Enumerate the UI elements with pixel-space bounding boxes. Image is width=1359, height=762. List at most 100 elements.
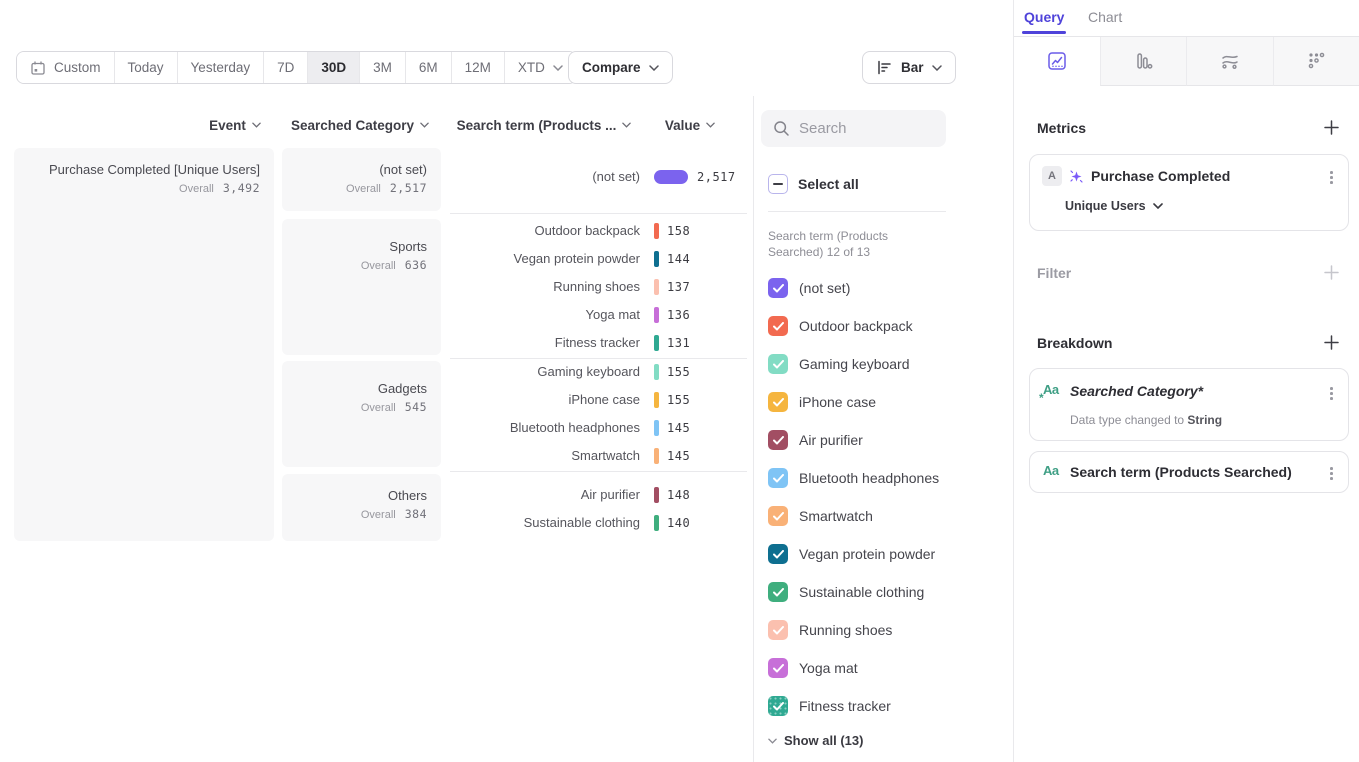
search-term-label: Sustainable clothing xyxy=(450,514,640,532)
date-today-button[interactable]: Today xyxy=(115,52,178,83)
metric-card[interactable]: A Purchase Completed Unique Users xyxy=(1029,154,1349,231)
date-yesterday-button[interactable]: Yesterday xyxy=(178,52,265,83)
legend-item[interactable]: Fitness tracker xyxy=(768,696,891,716)
column-header-category[interactable]: Searched Category xyxy=(285,117,435,133)
column-header-search-term[interactable]: Search term (Products ... xyxy=(448,117,640,133)
legend-checkbox[interactable] xyxy=(768,582,788,602)
search-term-label: Air purifier xyxy=(450,486,640,504)
value-bar[interactable] xyxy=(654,251,659,267)
tab-funnels[interactable] xyxy=(1100,37,1187,86)
search-term-label: Gaming keyboard xyxy=(450,363,640,381)
value-bar[interactable] xyxy=(654,448,659,464)
date-preset-label: Custom xyxy=(54,60,101,75)
legend-item[interactable]: Yoga mat xyxy=(768,658,858,678)
overall-label: Overall xyxy=(361,402,396,414)
legend-item[interactable]: iPhone case xyxy=(768,392,876,412)
value-bar[interactable] xyxy=(654,487,659,503)
value-bar[interactable] xyxy=(654,223,659,239)
value-text: 155 xyxy=(667,391,690,409)
plus-icon xyxy=(1323,264,1340,281)
legend-item[interactable]: Smartwatch xyxy=(768,506,873,526)
filter-heading: Filter xyxy=(1037,265,1071,281)
category-name: Sports xyxy=(296,239,427,254)
compare-button[interactable]: Compare xyxy=(568,51,673,84)
value-bar[interactable] xyxy=(654,279,659,295)
check-icon xyxy=(773,626,784,635)
legend-item[interactable]: Running shoes xyxy=(768,620,892,640)
add-breakdown-button[interactable] xyxy=(1323,334,1340,351)
legend-checkbox[interactable] xyxy=(768,506,788,526)
legend-checkbox[interactable] xyxy=(768,316,788,336)
chart-row: Sustainable clothing 140 xyxy=(450,514,750,532)
legend-checkbox[interactable] xyxy=(768,468,788,488)
show-all-button[interactable]: Show all (13) xyxy=(768,733,863,748)
overall-value: 636 xyxy=(405,258,427,272)
tab-insights[interactable] xyxy=(1014,37,1100,86)
category-cell[interactable]: (not set) Overall2,517 xyxy=(282,148,441,211)
value-bar[interactable] xyxy=(654,335,659,351)
add-filter-button[interactable] xyxy=(1323,264,1340,281)
date-xtd-button[interactable]: XTD xyxy=(505,52,576,83)
date-7d-button[interactable]: 7D xyxy=(264,52,308,83)
legend-checkbox[interactable] xyxy=(768,544,788,564)
breakdown-property-name: Searched Category* xyxy=(1070,383,1203,399)
value-bar[interactable] xyxy=(654,170,688,184)
chart-type-button[interactable]: Bar xyxy=(862,51,956,84)
value-bar[interactable] xyxy=(654,515,659,531)
value-bar[interactable] xyxy=(654,420,659,436)
legend-checkbox[interactable] xyxy=(768,620,788,640)
legend-checkbox[interactable] xyxy=(768,354,788,374)
check-icon xyxy=(773,322,784,331)
category-cell[interactable]: Sports Overall636 xyxy=(282,219,441,355)
column-header-value[interactable]: Value xyxy=(650,117,730,133)
date-preset-label: 7D xyxy=(277,60,294,75)
value-bar[interactable] xyxy=(654,307,659,323)
legend-checkbox[interactable] xyxy=(768,392,788,412)
breakdown-card[interactable]: Aa * Searched Category* Data type change… xyxy=(1029,368,1349,441)
metric-menu-button[interactable] xyxy=(1327,168,1336,187)
breakdown-menu-button[interactable] xyxy=(1327,464,1336,483)
legend-item[interactable]: Outdoor backpack xyxy=(768,316,913,336)
legend-item[interactable]: Gaming keyboard xyxy=(768,354,910,374)
legend-item[interactable]: Air purifier xyxy=(768,430,863,450)
value-text: 137 xyxy=(667,278,690,296)
search-term-label: Running shoes xyxy=(450,278,640,296)
legend-label: iPhone case xyxy=(799,394,876,410)
value-bar[interactable] xyxy=(654,364,659,380)
legend-search[interactable] xyxy=(761,110,946,147)
date-custom-button[interactable]: Custom xyxy=(17,52,115,83)
add-metric-button[interactable] xyxy=(1323,119,1340,136)
legend-item[interactable]: Sustainable clothing xyxy=(768,582,924,602)
category-cell[interactable]: Gadgets Overall545 xyxy=(282,361,441,467)
value-bar[interactable] xyxy=(654,392,659,408)
legend-checkbox[interactable] xyxy=(768,430,788,450)
chevron-down-icon xyxy=(622,122,631,128)
legend-item[interactable]: Vegan protein powder xyxy=(768,544,935,564)
legend-label: Sustainable clothing xyxy=(799,584,924,600)
select-all-row[interactable]: Select all xyxy=(768,174,859,194)
date-30d-button[interactable]: 30D xyxy=(308,52,360,83)
tab-flows[interactable] xyxy=(1186,37,1273,86)
legend-checkbox[interactable] xyxy=(768,696,788,716)
event-cell[interactable]: Purchase Completed [Unique Users] Overal… xyxy=(14,148,274,541)
chart-row: Smartwatch 145 xyxy=(450,447,750,465)
breakdown-card[interactable]: Aa Search term (Products Searched) xyxy=(1029,451,1349,493)
breakdown-menu-button[interactable] xyxy=(1327,384,1336,403)
date-6m-button[interactable]: 6M xyxy=(406,52,452,83)
chart-row: iPhone case 155 xyxy=(450,391,750,409)
search-input[interactable] xyxy=(799,120,929,137)
tab-retention[interactable] xyxy=(1273,37,1359,86)
category-cell[interactable]: Others Overall384 xyxy=(282,474,441,541)
select-all-checkbox[interactable] xyxy=(768,174,788,194)
date-3m-button[interactable]: 3M xyxy=(360,52,406,83)
legend-item[interactable]: Bluetooth headphones xyxy=(768,468,939,488)
tab-query[interactable]: Query xyxy=(1024,9,1064,25)
chevron-down-icon xyxy=(649,65,659,71)
legend-item[interactable]: (not set) xyxy=(768,278,850,298)
date-12m-button[interactable]: 12M xyxy=(452,52,505,83)
legend-checkbox[interactable] xyxy=(768,278,788,298)
tab-chart[interactable]: Chart xyxy=(1088,9,1122,25)
legend-label: (not set) xyxy=(799,280,850,296)
aggregation-selector[interactable]: Unique Users xyxy=(1065,199,1163,213)
legend-checkbox[interactable] xyxy=(768,658,788,678)
